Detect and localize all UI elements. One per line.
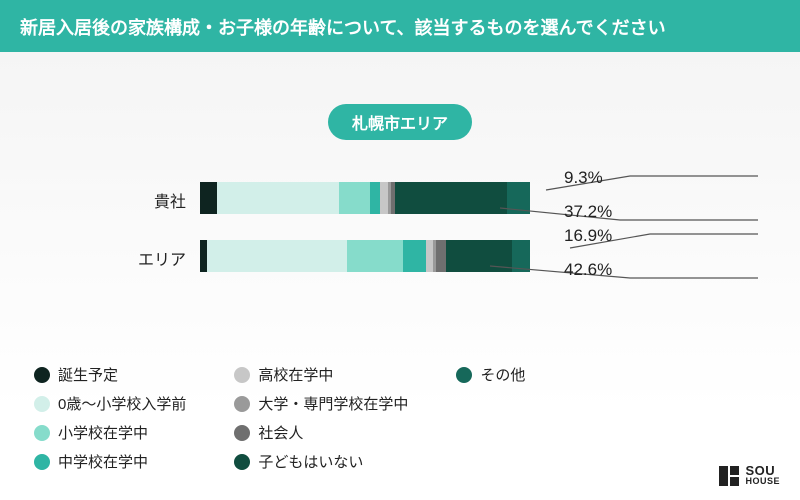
content: 札幌市エリア 貴社 9.3% 37.2% エリア 16.9% 42.6% xyxy=(0,104,800,304)
page-header: 新居入居後の家族構成・お子様の年齢について、該当するものを選んでください xyxy=(0,0,800,54)
legend-item: 社会人 xyxy=(234,422,408,443)
legend-swatch-icon xyxy=(234,396,250,412)
legend-label: 高校在学中 xyxy=(258,364,333,385)
legend-swatch-icon xyxy=(34,454,50,470)
legend-column: 誕生予定 0歳～小学校入学前小学校在学中中学校在学中 xyxy=(34,364,186,472)
legend-item: 高校在学中 xyxy=(234,364,408,385)
legend-swatch-icon xyxy=(234,367,250,383)
legend-swatch-icon xyxy=(234,425,250,441)
legend-label: その他 xyxy=(480,364,525,385)
callout-value: 9.3% xyxy=(564,168,603,188)
chart-area: 貴社 9.3% 37.2% エリア 16.9% 42.6% xyxy=(0,164,800,304)
row-label: エリア xyxy=(138,246,186,270)
callout-lines xyxy=(200,176,800,236)
subtitle-pill: 札幌市エリア xyxy=(328,104,472,140)
legend-item: 誕生予定 xyxy=(34,364,186,385)
legend-item: 小学校在学中 xyxy=(34,422,186,443)
legend-label: 0歳～小学校入学前 xyxy=(58,393,186,414)
legend-item: 中学校在学中 xyxy=(34,451,186,472)
row-label: 貴社 xyxy=(154,188,186,212)
legend-swatch-icon xyxy=(34,367,50,383)
legend-label: 大学・専門学校在学中 xyxy=(258,393,408,414)
legend-swatch-icon xyxy=(34,396,50,412)
chart-row: 貴社 xyxy=(0,182,800,214)
callout-value: 42.6% xyxy=(564,260,612,280)
header-title: 新居入居後の家族構成・お子様の年齢について、該当するものを選んでください xyxy=(20,18,666,38)
subtitle-wrap: 札幌市エリア xyxy=(0,104,800,140)
legend-label: 社会人 xyxy=(258,422,303,443)
legend-column: その他 xyxy=(456,364,525,472)
legend-label: 子どもはいない xyxy=(258,451,363,472)
callout-value: 37.2% xyxy=(564,202,612,222)
legend-label: 中学校在学中 xyxy=(58,451,148,472)
logo-text-bottom: HOUSE xyxy=(745,477,780,486)
legend: 誕生予定 0歳～小学校入学前小学校在学中中学校在学中 高校在学中大学・専門学校在学中… xyxy=(34,364,525,472)
legend-column: 高校在学中大学・専門学校在学中社会人子どもはいない xyxy=(234,364,408,472)
legend-item: 0歳～小学校入学前 xyxy=(34,393,186,414)
legend-item: 大学・専門学校在学中 xyxy=(234,393,408,414)
legend-item: 子どもはいない xyxy=(234,451,408,472)
legend-swatch-icon xyxy=(456,367,472,383)
chart-row: エリア xyxy=(0,240,800,272)
brand-logo: SOU HOUSE xyxy=(719,465,780,486)
legend-label: 小学校在学中 xyxy=(58,422,148,443)
legend-item: その他 xyxy=(456,364,525,385)
legend-swatch-icon xyxy=(234,454,250,470)
legend-swatch-icon xyxy=(34,425,50,441)
callout-lines xyxy=(200,234,800,294)
callout-value: 16.9% xyxy=(564,226,612,246)
logo-text: SOU HOUSE xyxy=(745,465,780,486)
legend-label: 誕生予定 xyxy=(58,364,118,385)
logo-mark-icon xyxy=(719,466,739,486)
